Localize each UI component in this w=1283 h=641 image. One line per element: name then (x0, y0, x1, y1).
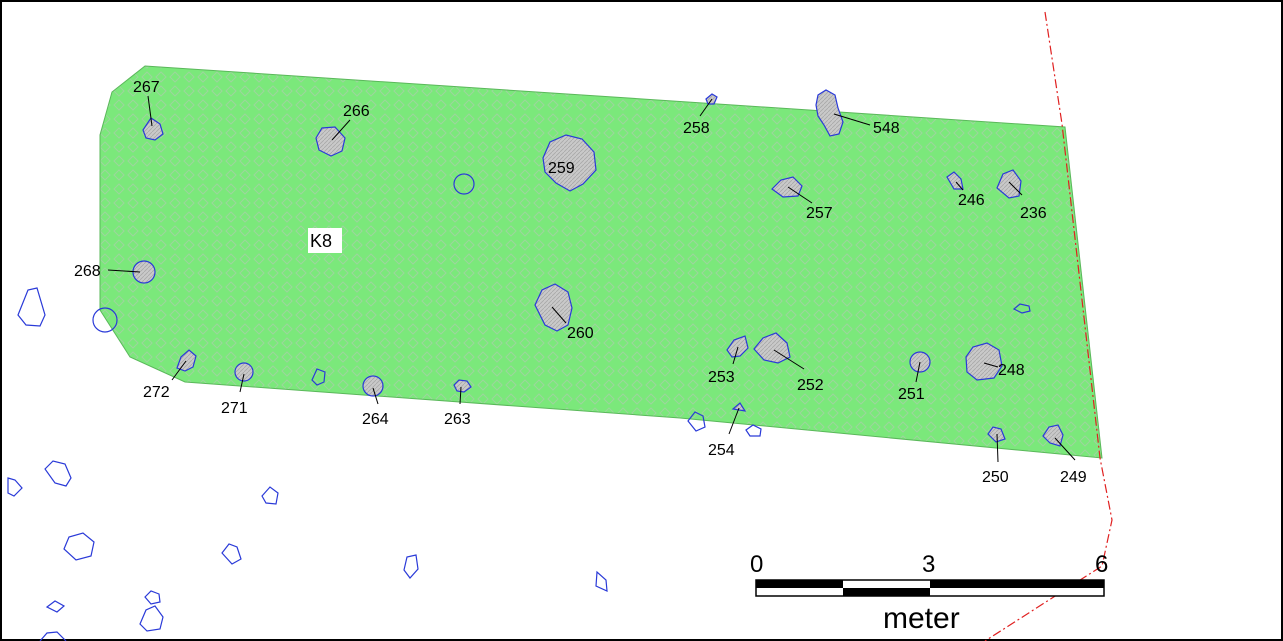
outline-feature (1012, 303, 1031, 314)
outline-feature (687, 411, 706, 432)
feature-label: 258 (683, 120, 710, 137)
feature-257 (771, 176, 803, 198)
outline-feature (403, 554, 419, 579)
scale-tick-label: 3 (922, 551, 935, 578)
outline-feature (595, 570, 608, 592)
outline-feature (17, 287, 46, 327)
outline-feature (92, 307, 118, 333)
scale-bar: 0 3 6 meter (750, 551, 1108, 635)
feature-264 (362, 375, 384, 397)
feature-252 (753, 332, 791, 364)
boundary-line (984, 11, 1113, 641)
feature-label: 257 (806, 205, 833, 222)
excavation-area (99, 65, 1103, 459)
feature-label: 264 (362, 411, 389, 428)
area-label-bg (308, 228, 342, 253)
feature-259 (542, 134, 597, 192)
leader-lines (107, 95, 1076, 463)
outline-feature (45, 600, 66, 613)
feature-label: 251 (898, 386, 925, 403)
feature-250 (987, 426, 1006, 443)
outline-feature (39, 631, 67, 641)
outline-feature (221, 543, 242, 565)
feature-label: 259 (548, 160, 575, 177)
feature-272 (176, 349, 197, 372)
outline-feature (311, 368, 326, 386)
feature-label: 267 (133, 79, 160, 96)
outline-feature (745, 424, 762, 437)
feature-label: 248 (998, 362, 1025, 379)
outline-feature (261, 486, 279, 505)
feature-236 (996, 169, 1022, 199)
feature-548 (815, 89, 844, 137)
feature-248 (965, 342, 1003, 381)
feature-label: 548 (873, 120, 900, 137)
feature-label: 260 (567, 325, 594, 342)
feature-263 (453, 379, 472, 393)
feature-label: 249 (1060, 469, 1087, 486)
feature-label: 268 (74, 263, 101, 280)
feature-label: 250 (982, 469, 1009, 486)
feature-label: 263 (444, 411, 471, 428)
outline-feature (44, 460, 72, 487)
features-filled (132, 89, 1064, 447)
feature-label: 252 (797, 377, 824, 394)
feature-271 (234, 362, 254, 382)
features-outline (7, 173, 1031, 641)
feature-label: 271 (221, 400, 248, 417)
area-label: K8 (310, 231, 332, 251)
outline-feature (63, 532, 95, 561)
feature-253 (726, 335, 749, 358)
outline-feature (139, 605, 164, 632)
feature-labels: 267 266 259 258 548 257 246 236 268 260 … (74, 79, 1087, 486)
feature-label: 246 (958, 192, 985, 209)
scale-tick-label: 0 (750, 551, 763, 578)
feature-254 (731, 402, 747, 412)
feature-label: 266 (343, 103, 370, 120)
scale-unit: meter (883, 602, 960, 635)
feature-label: 272 (143, 384, 170, 401)
outline-feature (453, 173, 475, 195)
outline-feature (7, 477, 23, 497)
feature-label: 236 (1020, 205, 1047, 222)
outline-feature (144, 590, 161, 605)
feature-label: 253 (708, 369, 735, 386)
feature-label: 254 (708, 442, 735, 459)
scale-tick-label: 6 (1095, 551, 1108, 578)
